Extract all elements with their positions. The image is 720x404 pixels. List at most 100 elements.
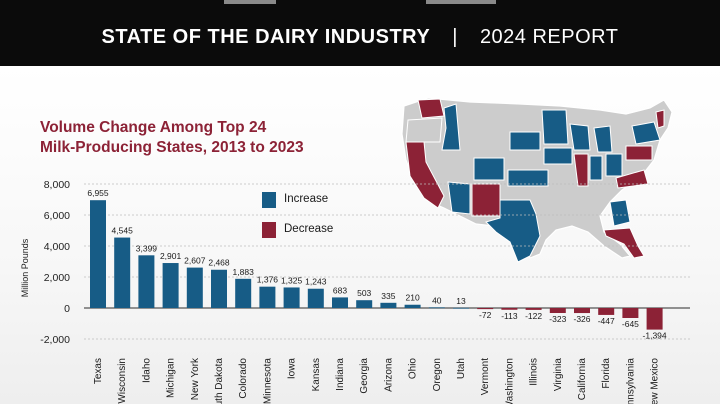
bar-value-label: 4,545 — [112, 226, 134, 236]
bar — [525, 308, 542, 310]
y-tick-label: 0 — [64, 303, 70, 315]
state-georgia — [609, 199, 631, 227]
title-separator: | — [452, 26, 458, 48]
state-indiana — [589, 155, 603, 181]
bar — [622, 308, 639, 318]
bar — [332, 297, 348, 308]
x-tick-label: Florida — [601, 358, 612, 389]
bar-value-label: -1,394 — [643, 331, 667, 341]
legend-label-decrease: Decrease — [284, 223, 334, 235]
us-map — [401, 97, 673, 263]
bar — [186, 267, 203, 308]
bar — [90, 200, 106, 308]
bar-value-label: -113 — [501, 311, 518, 321]
bar — [549, 308, 566, 314]
state-new-york — [631, 121, 661, 145]
x-tick-label: California — [577, 358, 588, 401]
x-tick-label: Colorado — [238, 358, 249, 399]
bar-value-label: 1,883 — [233, 267, 255, 277]
state-pennsylvania — [625, 145, 653, 161]
bar — [259, 286, 276, 308]
banner-title: STATE OF THE DAIRY INDUSTRY | 2024 REPORT — [0, 26, 720, 49]
bar-value-label: 2,607 — [184, 256, 206, 266]
state-washington — [417, 98, 445, 119]
x-tick-label: Kansas — [311, 358, 322, 391]
x-tick-label: Washington — [504, 358, 515, 404]
x-tick-label: Virginia — [553, 358, 564, 392]
state-vermont — [655, 109, 665, 129]
x-tick-label: Utah — [456, 358, 467, 379]
y-axis-title: Million Pounds — [20, 238, 30, 297]
bar-value-label: 13 — [456, 296, 466, 306]
bar — [162, 263, 179, 308]
state-california — [405, 141, 445, 209]
state-minnesota — [541, 109, 569, 145]
report-title: STATE OF THE DAIRY INDUSTRY — [101, 26, 431, 48]
x-tick-label: Indiana — [335, 358, 346, 391]
x-tick-label: Idaho — [141, 358, 152, 383]
bar-value-label: 335 — [381, 291, 395, 301]
legend-swatch-increase — [262, 192, 276, 208]
x-tick-label: Georgia — [359, 358, 370, 394]
state-michigan — [593, 125, 613, 153]
x-tick-label: New York — [190, 357, 201, 400]
state-illinois — [573, 153, 589, 187]
x-tick-label: South Dakota — [214, 358, 225, 404]
state-florida — [603, 227, 645, 259]
x-tick-label: Oregon — [432, 358, 443, 391]
chart-title: Volume Change Among Top 24 Milk-Producin… — [40, 118, 400, 158]
bar — [235, 278, 252, 308]
x-axis-labels: Texas Wisconsin Idaho Michigan New York South… — [93, 357, 661, 404]
x-tick-label: Arizona — [383, 358, 394, 392]
bar-value-label: 3,399 — [136, 243, 158, 253]
bar — [428, 307, 445, 309]
bar-value-label: -72 — [479, 310, 492, 320]
state-new-mexico — [471, 183, 501, 217]
state-ohio — [605, 153, 623, 177]
x-tick-label: Texas — [93, 358, 104, 384]
bar-value-label: 6,955 — [87, 188, 109, 198]
bar — [477, 308, 494, 310]
logo-fragment-left — [224, 0, 276, 4]
bar-value-label: 503 — [357, 288, 371, 298]
chart-title-line-2: Milk-Producing States, 2013 to 2023 — [40, 139, 304, 156]
bar — [453, 307, 469, 309]
x-tick-label: Illinois — [529, 358, 540, 386]
legend-label-increase: Increase — [284, 193, 329, 205]
y-tick-label: 2,000 — [44, 272, 70, 284]
bar — [356, 300, 373, 308]
bar-value-label: 1,243 — [305, 277, 327, 287]
bar-value-label: -122 — [525, 311, 542, 321]
bar-value-label: 1,325 — [281, 275, 303, 285]
report-year: 2024 REPORT — [479, 26, 619, 48]
chart-title-line-1: Volume Change Among Top 24 — [40, 119, 267, 136]
y-tick-label: 4,000 — [44, 241, 70, 253]
state-south-dakota — [509, 131, 541, 151]
bar — [211, 269, 227, 308]
bar-value-label: 40 — [432, 295, 442, 305]
bar — [380, 302, 397, 308]
x-tick-label: Pennsylvania — [625, 358, 636, 404]
bar-value-label: 2,901 — [160, 251, 182, 261]
state-iowa — [543, 147, 573, 165]
bar — [646, 308, 663, 330]
bar — [283, 287, 300, 308]
bar — [114, 237, 131, 308]
state-oregon — [405, 117, 443, 143]
state-arizona — [447, 181, 471, 215]
bar — [307, 288, 324, 308]
bar — [501, 308, 518, 310]
y-tick-label: 6,000 — [44, 210, 70, 222]
legend-swatch-decrease — [262, 222, 276, 238]
bar-value-label: -326 — [573, 314, 590, 324]
bars-group — [90, 200, 663, 330]
x-tick-label: Iowa — [287, 358, 298, 380]
bar-value-label: 1,376 — [257, 275, 279, 285]
x-tick-label: Vermont — [480, 358, 491, 395]
bar-value-label: 210 — [406, 293, 420, 303]
bar-value-label: 2,468 — [208, 258, 230, 268]
logo-fragment-right — [426, 0, 496, 4]
state-wisconsin — [569, 123, 591, 151]
